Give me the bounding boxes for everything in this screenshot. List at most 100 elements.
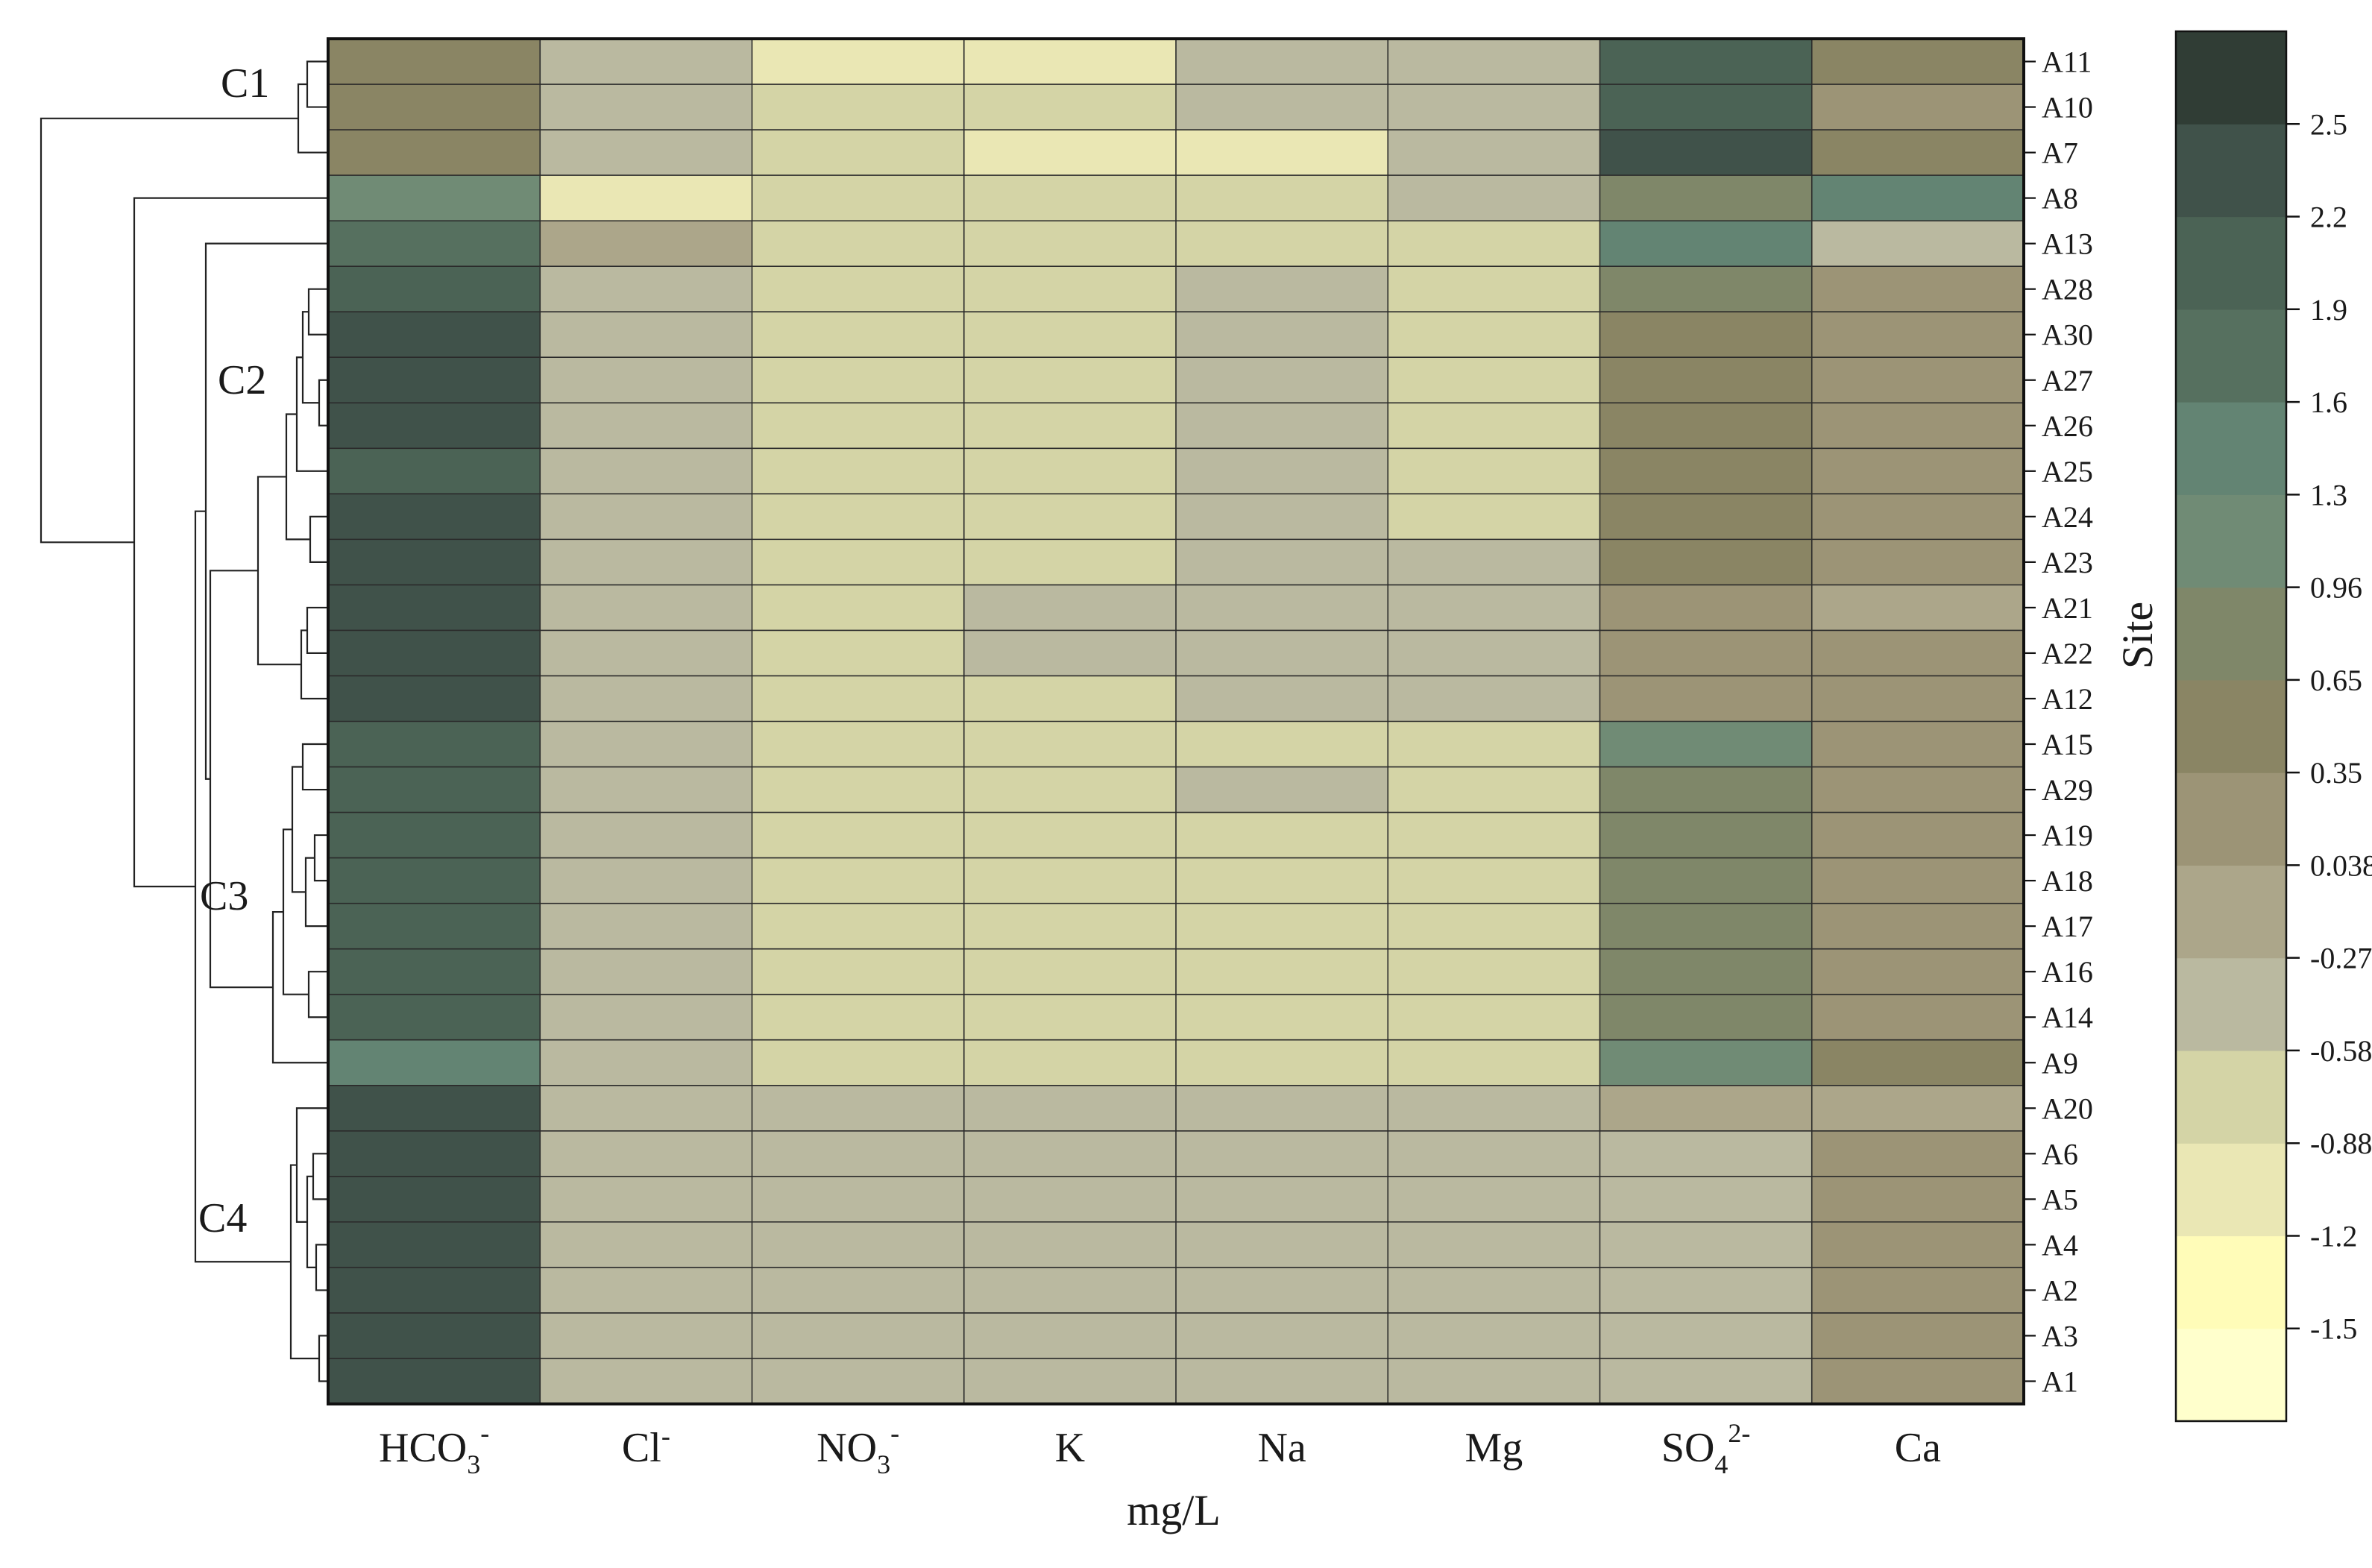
- heatmap-cell: [963, 539, 1177, 585]
- heatmap-cell: [752, 857, 965, 904]
- heatmap-cell: [540, 857, 753, 904]
- cluster-labels: C1 C2 C3 C4: [198, 60, 269, 1241]
- heatmap-cell: [963, 175, 1177, 221]
- heatmap-cell: [1176, 1130, 1388, 1177]
- heatmap-cell: [1811, 1358, 2025, 1405]
- heatmap-cell: [963, 676, 1177, 722]
- column-label: K: [1055, 1425, 1085, 1471]
- heatmap-cell: [1388, 448, 1601, 494]
- column-label: Na: [1257, 1425, 1306, 1471]
- dendrogram-branch: [301, 311, 319, 404]
- colorbar-swatch: [2176, 957, 2286, 1051]
- heatmap-cell: [752, 994, 965, 1041]
- dendrogram-branch: [306, 1175, 316, 1268]
- colorbar-swatch: [2176, 1143, 2286, 1237]
- heatmap-cell: [963, 766, 1177, 813]
- heatmap-cell: [328, 221, 541, 267]
- heatmap-cell: [328, 812, 541, 859]
- dendrogram-branch: [133, 197, 328, 888]
- heatmap-cell: [328, 1085, 541, 1132]
- heatmap-cell: [752, 1312, 965, 1359]
- heatmap-cell: [328, 630, 541, 677]
- heatmap-cell: [1388, 175, 1601, 221]
- heatmap-cell: [963, 585, 1177, 632]
- heatmap-cell: [1388, 1130, 1601, 1177]
- colorbar-tick-label: 2.2: [2310, 201, 2347, 234]
- heatmap-cell: [1176, 357, 1388, 403]
- heatmap-cell: [1176, 494, 1388, 540]
- heatmap-cell: [963, 1358, 1177, 1405]
- heatmap-cell: [1599, 630, 1813, 677]
- heatmap-cell: [1176, 84, 1388, 130]
- heatmap-cell: [963, 1176, 1177, 1223]
- heatmap-cell: [328, 130, 541, 176]
- heatmap-cell: [540, 84, 753, 130]
- heatmap-cell: [1599, 130, 1813, 176]
- heatmap-cell: [1811, 1130, 2025, 1177]
- dendrogram-branch: [300, 629, 328, 700]
- heatmap-cell: [752, 312, 965, 358]
- heatmap-cell: [1176, 766, 1388, 813]
- heatmap-cell: [328, 1221, 541, 1268]
- heatmap-cell: [1388, 266, 1601, 312]
- heatmap-cell: [1811, 266, 2025, 312]
- row-label: A13: [2042, 227, 2093, 261]
- colorbar-tick-label: 1.6: [2310, 385, 2347, 419]
- heatmap-cell: [1599, 312, 1813, 358]
- heatmap-cell: [540, 812, 753, 859]
- row-label: A9: [2042, 1046, 2078, 1080]
- row-label: A2: [2042, 1273, 2078, 1307]
- column-label: SO42-: [1661, 1418, 1751, 1479]
- row-label: A6: [2042, 1137, 2078, 1171]
- heatmap-cell: [1811, 585, 2025, 632]
- colorbar-swatch: [2176, 124, 2286, 218]
- heatmap-cell: [1811, 721, 2025, 768]
- heatmap-cell: [752, 676, 965, 722]
- heatmap-cell: [1388, 494, 1601, 540]
- row-label: A11: [2042, 45, 2092, 79]
- heatmap-cell: [1599, 1176, 1813, 1223]
- heatmap-cell: [1176, 994, 1388, 1041]
- heatmap-cell: [1388, 1358, 1601, 1405]
- heatmap-cell: [1811, 948, 2025, 995]
- heatmap-cell: [1811, 857, 2025, 904]
- colorbar-tick-label: 0.038: [2310, 848, 2372, 882]
- colorbar-tick-label: 0.35: [2310, 756, 2362, 790]
- dendrogram-branch: [306, 606, 328, 655]
- dendrogram-branch: [306, 60, 328, 108]
- heatmap-cell: [540, 1176, 753, 1223]
- heatmap-cell: [1388, 721, 1601, 768]
- heatmap-cell: [1176, 1039, 1388, 1086]
- heatmap-cell: [1388, 539, 1601, 585]
- heatmap-cell: [1176, 1312, 1388, 1359]
- heatmap-cell: [752, 1039, 965, 1086]
- heatmap-cell: [1811, 1085, 2025, 1132]
- heatmap-cell: [328, 585, 541, 632]
- dendrogram-branch: [295, 356, 328, 472]
- heatmap-cell: [1176, 630, 1388, 677]
- colorbar-swatch: [2176, 865, 2286, 959]
- row-label: A24: [2042, 500, 2093, 534]
- row-label: A16: [2042, 955, 2093, 989]
- heatmap-cell: [752, 266, 965, 312]
- heatmap-cell: [328, 494, 541, 540]
- column-label: HCO3-: [379, 1418, 489, 1479]
- heatmap-frame: [327, 37, 2025, 1405]
- row-label: A10: [2042, 91, 2093, 125]
- heatmap-cell: [1176, 857, 1388, 904]
- heatmap-cell: [1388, 1312, 1601, 1359]
- heatmap-cell: [1599, 676, 1813, 722]
- heatmap-cell: [963, 812, 1177, 859]
- heatmap-cell: [1388, 1039, 1601, 1086]
- heatmap-cell: [752, 39, 965, 85]
- heatmap-cell: [328, 1312, 541, 1359]
- heatmap-cell: [328, 721, 541, 768]
- heatmap-cell: [540, 948, 753, 995]
- heatmap-cell: [963, 1039, 1177, 1086]
- heatmap-cell: [1176, 1176, 1388, 1223]
- row-label: A12: [2042, 682, 2093, 716]
- colorbar: -1.5 -1.2 -0.88 -0.58 -0.27 0.038 0.35 0.65 0.96…: [2174, 30, 2372, 1423]
- heatmap-cell: [1811, 630, 2025, 677]
- heatmap-cell: [1176, 948, 1388, 995]
- heatmap-cell: [1176, 539, 1388, 585]
